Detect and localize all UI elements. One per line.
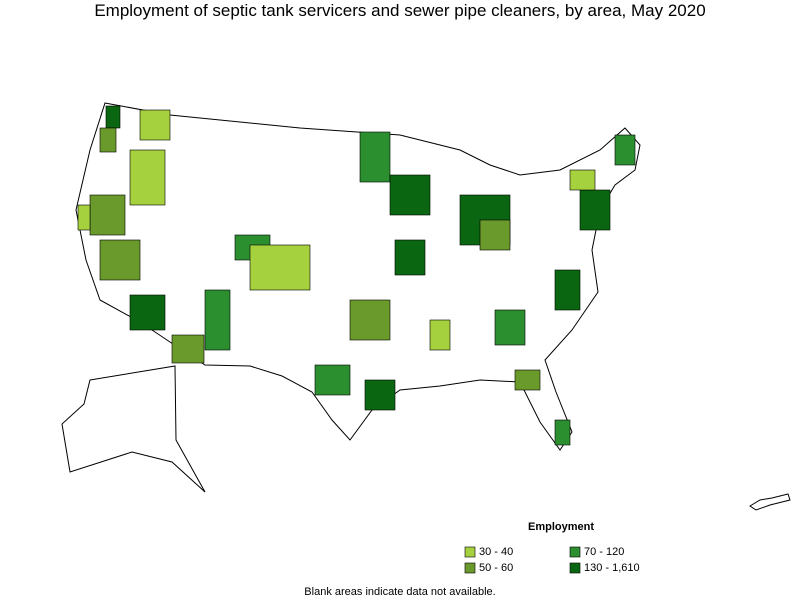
legend-label: 30 - 40 [479, 546, 513, 558]
legend-label: 130 - 1,610 [584, 562, 640, 574]
area [129, 294, 166, 331]
area [99, 127, 117, 153]
area [579, 189, 611, 231]
area [359, 131, 391, 183]
legend-label: 70 - 120 [584, 546, 624, 558]
area [614, 134, 636, 166]
area [349, 299, 391, 341]
legend-title: Employment [528, 521, 594, 533]
area [514, 369, 541, 391]
area [204, 289, 231, 351]
areas [77, 105, 636, 446]
area [569, 169, 596, 191]
area [364, 379, 396, 411]
legend-swatch [464, 562, 476, 574]
map-shapes [61, 102, 791, 511]
area [554, 419, 571, 446]
area [99, 239, 141, 281]
area [394, 239, 426, 276]
alaska [61, 365, 206, 493]
area [554, 269, 581, 311]
area [171, 334, 205, 364]
map-title: Employment of septic tank servicers and … [94, 1, 705, 20]
legend: Employment 30 - 40 50 - 60 70 - 120 130 - 1… [464, 521, 640, 574]
area [89, 194, 126, 236]
area [105, 105, 121, 129]
legend-label: 50 - 60 [479, 562, 513, 574]
hawaii [749, 493, 791, 511]
area [314, 364, 351, 396]
area [77, 204, 91, 231]
area [494, 309, 526, 346]
legend-swatch [569, 562, 581, 574]
area [129, 149, 166, 206]
footnote: Blank areas indicate data not available. [304, 586, 495, 598]
legend-swatch [569, 546, 581, 558]
area [389, 174, 431, 216]
area [479, 219, 511, 251]
area [429, 319, 451, 351]
area [249, 244, 311, 291]
legend-swatch [464, 546, 476, 558]
area [139, 109, 171, 141]
